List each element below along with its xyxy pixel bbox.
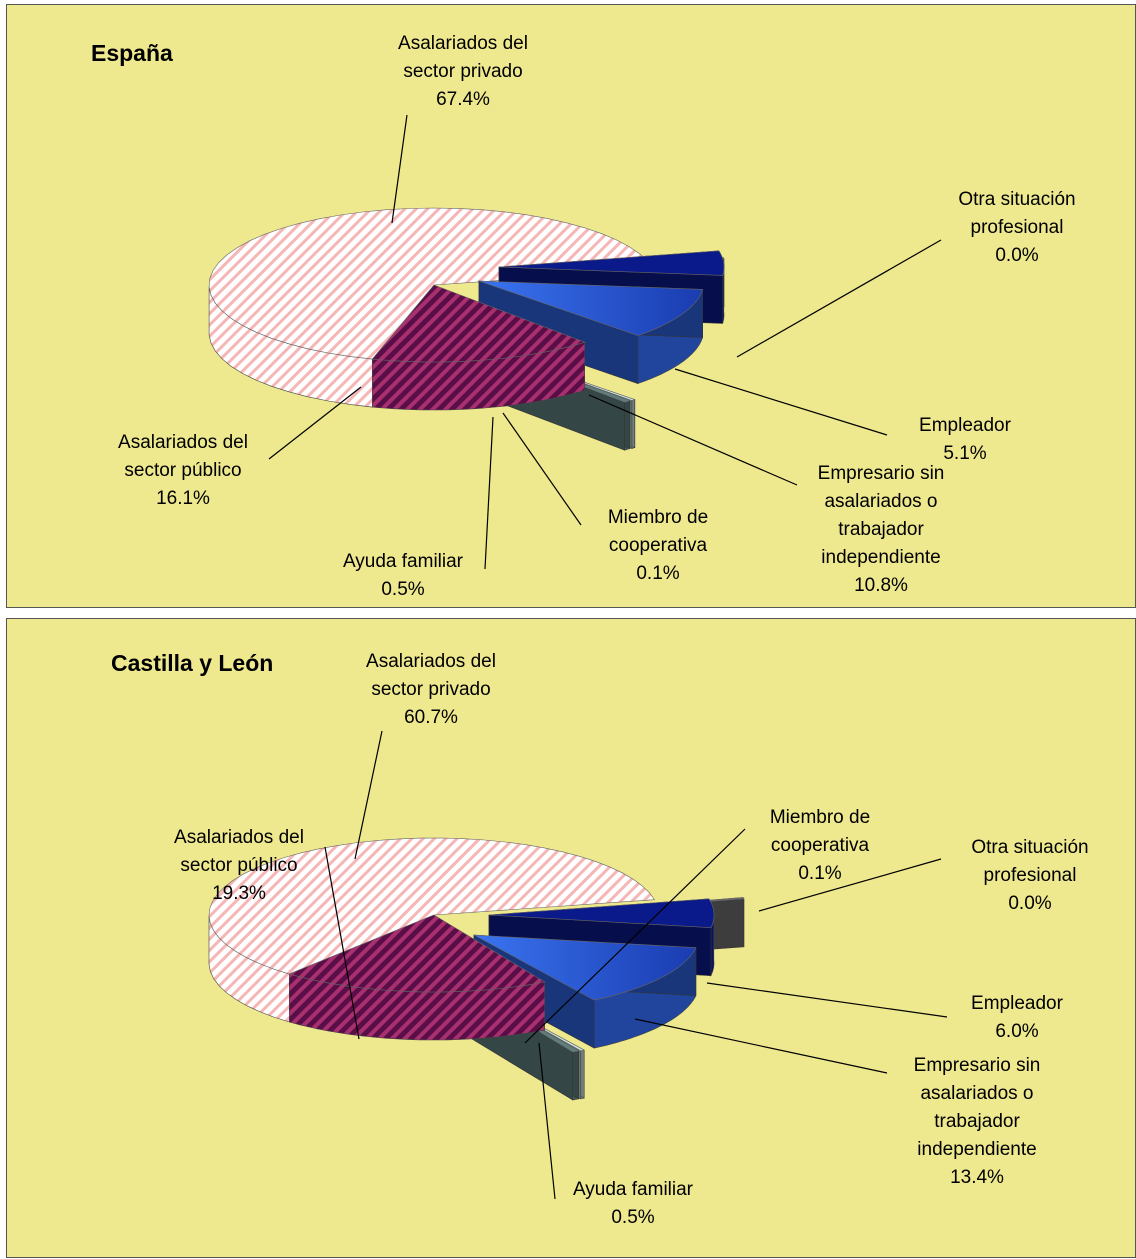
data-label-name-cooperativa: Miembro de — [770, 807, 870, 828]
data-label-name-empresario: asalariados o — [824, 491, 937, 512]
data-label-name-cooperativa: cooperativa — [609, 535, 708, 556]
leader-line-empresario — [588, 394, 798, 486]
data-label-name-cooperativa: cooperativa — [771, 835, 870, 856]
data-label-name-empresario: asalariados o — [920, 1083, 1033, 1104]
data-label-name-privado: sector privado — [403, 61, 522, 82]
pie-chart-espana: España Asalariados del sector privado 67.4%… — [91, 33, 1076, 600]
data-label-name-empleador: Empleador — [919, 415, 1012, 436]
data-label-name-otra: profesional — [971, 217, 1064, 238]
leader-line-empresario — [634, 1018, 888, 1074]
chart-panel-espana: España Asalariados del sector privado 67.4%… — [6, 4, 1136, 608]
data-label-value-publico: 19.3% — [212, 883, 266, 904]
data-label-value-ayuda: 0.5% — [381, 579, 424, 600]
leader-line-cooperativa — [502, 412, 582, 526]
chart-title: Castilla y León — [111, 650, 273, 676]
pie-slice-privado — [208, 837, 656, 1023]
pie-chart-castilla-y-leon: Castilla y León Asalariados del sector pri… — [111, 650, 1089, 1228]
data-label-value-empresario: 10.8% — [854, 575, 908, 596]
data-label-name-empresario: independiente — [821, 547, 940, 568]
data-label-name-publico: sector público — [124, 460, 241, 481]
data-label-name-privado: Asalariados del — [366, 651, 496, 672]
data-label-name-privado: sector privado — [371, 679, 490, 700]
data-label-value-otra: 0.0% — [995, 245, 1038, 266]
data-label-name-otra: profesional — [984, 865, 1077, 886]
leader-line-ayuda — [484, 416, 494, 570]
data-label-name-privado: Asalariados del — [398, 33, 528, 54]
data-label-name-empresario: Empresario sin — [818, 463, 945, 484]
data-label-value-empleador: 5.1% — [943, 443, 986, 464]
data-label-name-empleador: Empleador — [971, 993, 1064, 1014]
data-label-name-otra: Otra situación — [958, 189, 1075, 210]
leader-line-otra — [758, 858, 942, 912]
leader-line-privado — [354, 730, 383, 860]
pie-slice-publico — [371, 284, 586, 411]
leader-line-publico — [268, 386, 362, 460]
data-label-value-cooperativa: 0.1% — [798, 863, 841, 884]
leader-line-empleador — [674, 368, 888, 436]
data-label-name-empresario: independiente — [917, 1139, 1036, 1160]
leader-line-privado — [391, 114, 408, 224]
pie-slice-publico — [288, 914, 546, 1041]
data-label-name-publico: sector público — [180, 855, 297, 876]
data-label-value-privado: 60.7% — [404, 707, 458, 728]
leader-line-empleador — [706, 982, 948, 1018]
data-label-name-empresario: trabajador — [934, 1111, 1020, 1132]
data-label-value-ayuda: 0.5% — [611, 1207, 654, 1228]
data-label-value-cooperativa: 0.1% — [636, 563, 679, 584]
data-label-value-otra: 0.0% — [1008, 893, 1051, 914]
data-label-value-empresario: 13.4% — [950, 1167, 1004, 1188]
chart-panel-castilla-y-leon: Castilla y León Asalariados del sector pri… — [6, 618, 1136, 1258]
data-label-name-empresario: Empresario sin — [914, 1055, 1041, 1076]
leader-line-publico — [324, 846, 360, 1040]
data-label-name-ayuda: Ayuda familiar — [573, 1179, 694, 1200]
pie-slice-privado — [208, 207, 656, 408]
leader-line-otra — [736, 239, 942, 358]
data-label-name-publico: Asalariados del — [118, 432, 248, 453]
data-label-name-otra: Otra situación — [971, 837, 1088, 858]
data-label-value-empleador: 6.0% — [995, 1021, 1038, 1042]
chart-title: España — [91, 40, 173, 66]
leader-line-cooperativa — [524, 828, 746, 1044]
leader-line-ayuda — [538, 1042, 556, 1200]
data-label-name-publico: Asalariados del — [174, 827, 304, 848]
data-label-name-empresario: trabajador — [838, 519, 924, 540]
data-label-value-publico: 16.1% — [156, 488, 210, 509]
data-label-name-cooperativa: Miembro de — [608, 507, 708, 528]
data-label-name-ayuda: Ayuda familiar — [343, 551, 464, 572]
data-label-value-privado: 67.4% — [436, 89, 490, 110]
